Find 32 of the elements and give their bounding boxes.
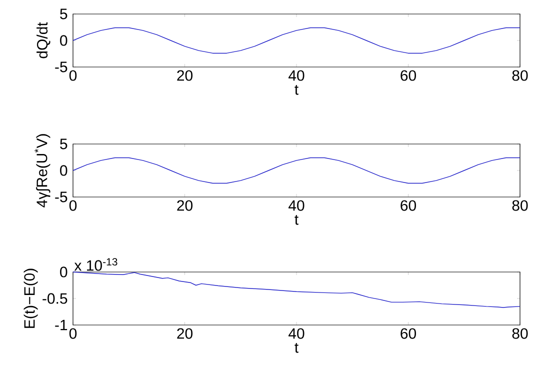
x-tick-label: 40 [288,70,304,81]
x-axis-title: t [294,85,298,95]
x-tick-label: 40 [288,328,304,339]
y-tick-label: 5 [60,138,68,150]
x-tick-label: 0 [69,328,77,339]
x-tick-label: 60 [400,328,416,339]
line-series [72,27,520,54]
y-tick-label: -5 [55,192,68,202]
x-tick-label: 40 [288,200,304,211]
x-axis-title: t [294,215,298,225]
x-tick-label: 20 [177,328,192,339]
text: x 10$^{-13}$ [74,258,118,271]
x-axis-title: t [294,343,298,353]
x-tick-label: 80 [512,70,528,81]
y-tick-label: 0 [60,165,68,176]
y-tick-label: -5 [55,62,68,72]
y-axis-title: 4γ∫Re(U$^{*}$V) [34,134,50,208]
y-tick-label: -1 [55,320,68,330]
x-tick-label: 80 [512,200,528,211]
x-tick-label: 0 [69,70,77,81]
y-tick-label: 0 [60,266,68,278]
x-tick-label: 80 [512,328,528,339]
x-tick-label: 0 [69,200,77,211]
x-tick-label: 60 [400,70,416,81]
y-axis-title: dQ/dt [36,22,50,58]
y-tick-label: 0 [60,35,68,46]
y-axis-title: E(t)−E(0) [24,268,38,328]
x-tick-label: 20 [177,70,192,81]
y-tick-label: -0.5 [42,293,68,304]
x-tick-label: 20 [177,200,192,211]
x-tick-label: 60 [400,200,416,211]
y-tick-label: 5 [60,8,68,20]
